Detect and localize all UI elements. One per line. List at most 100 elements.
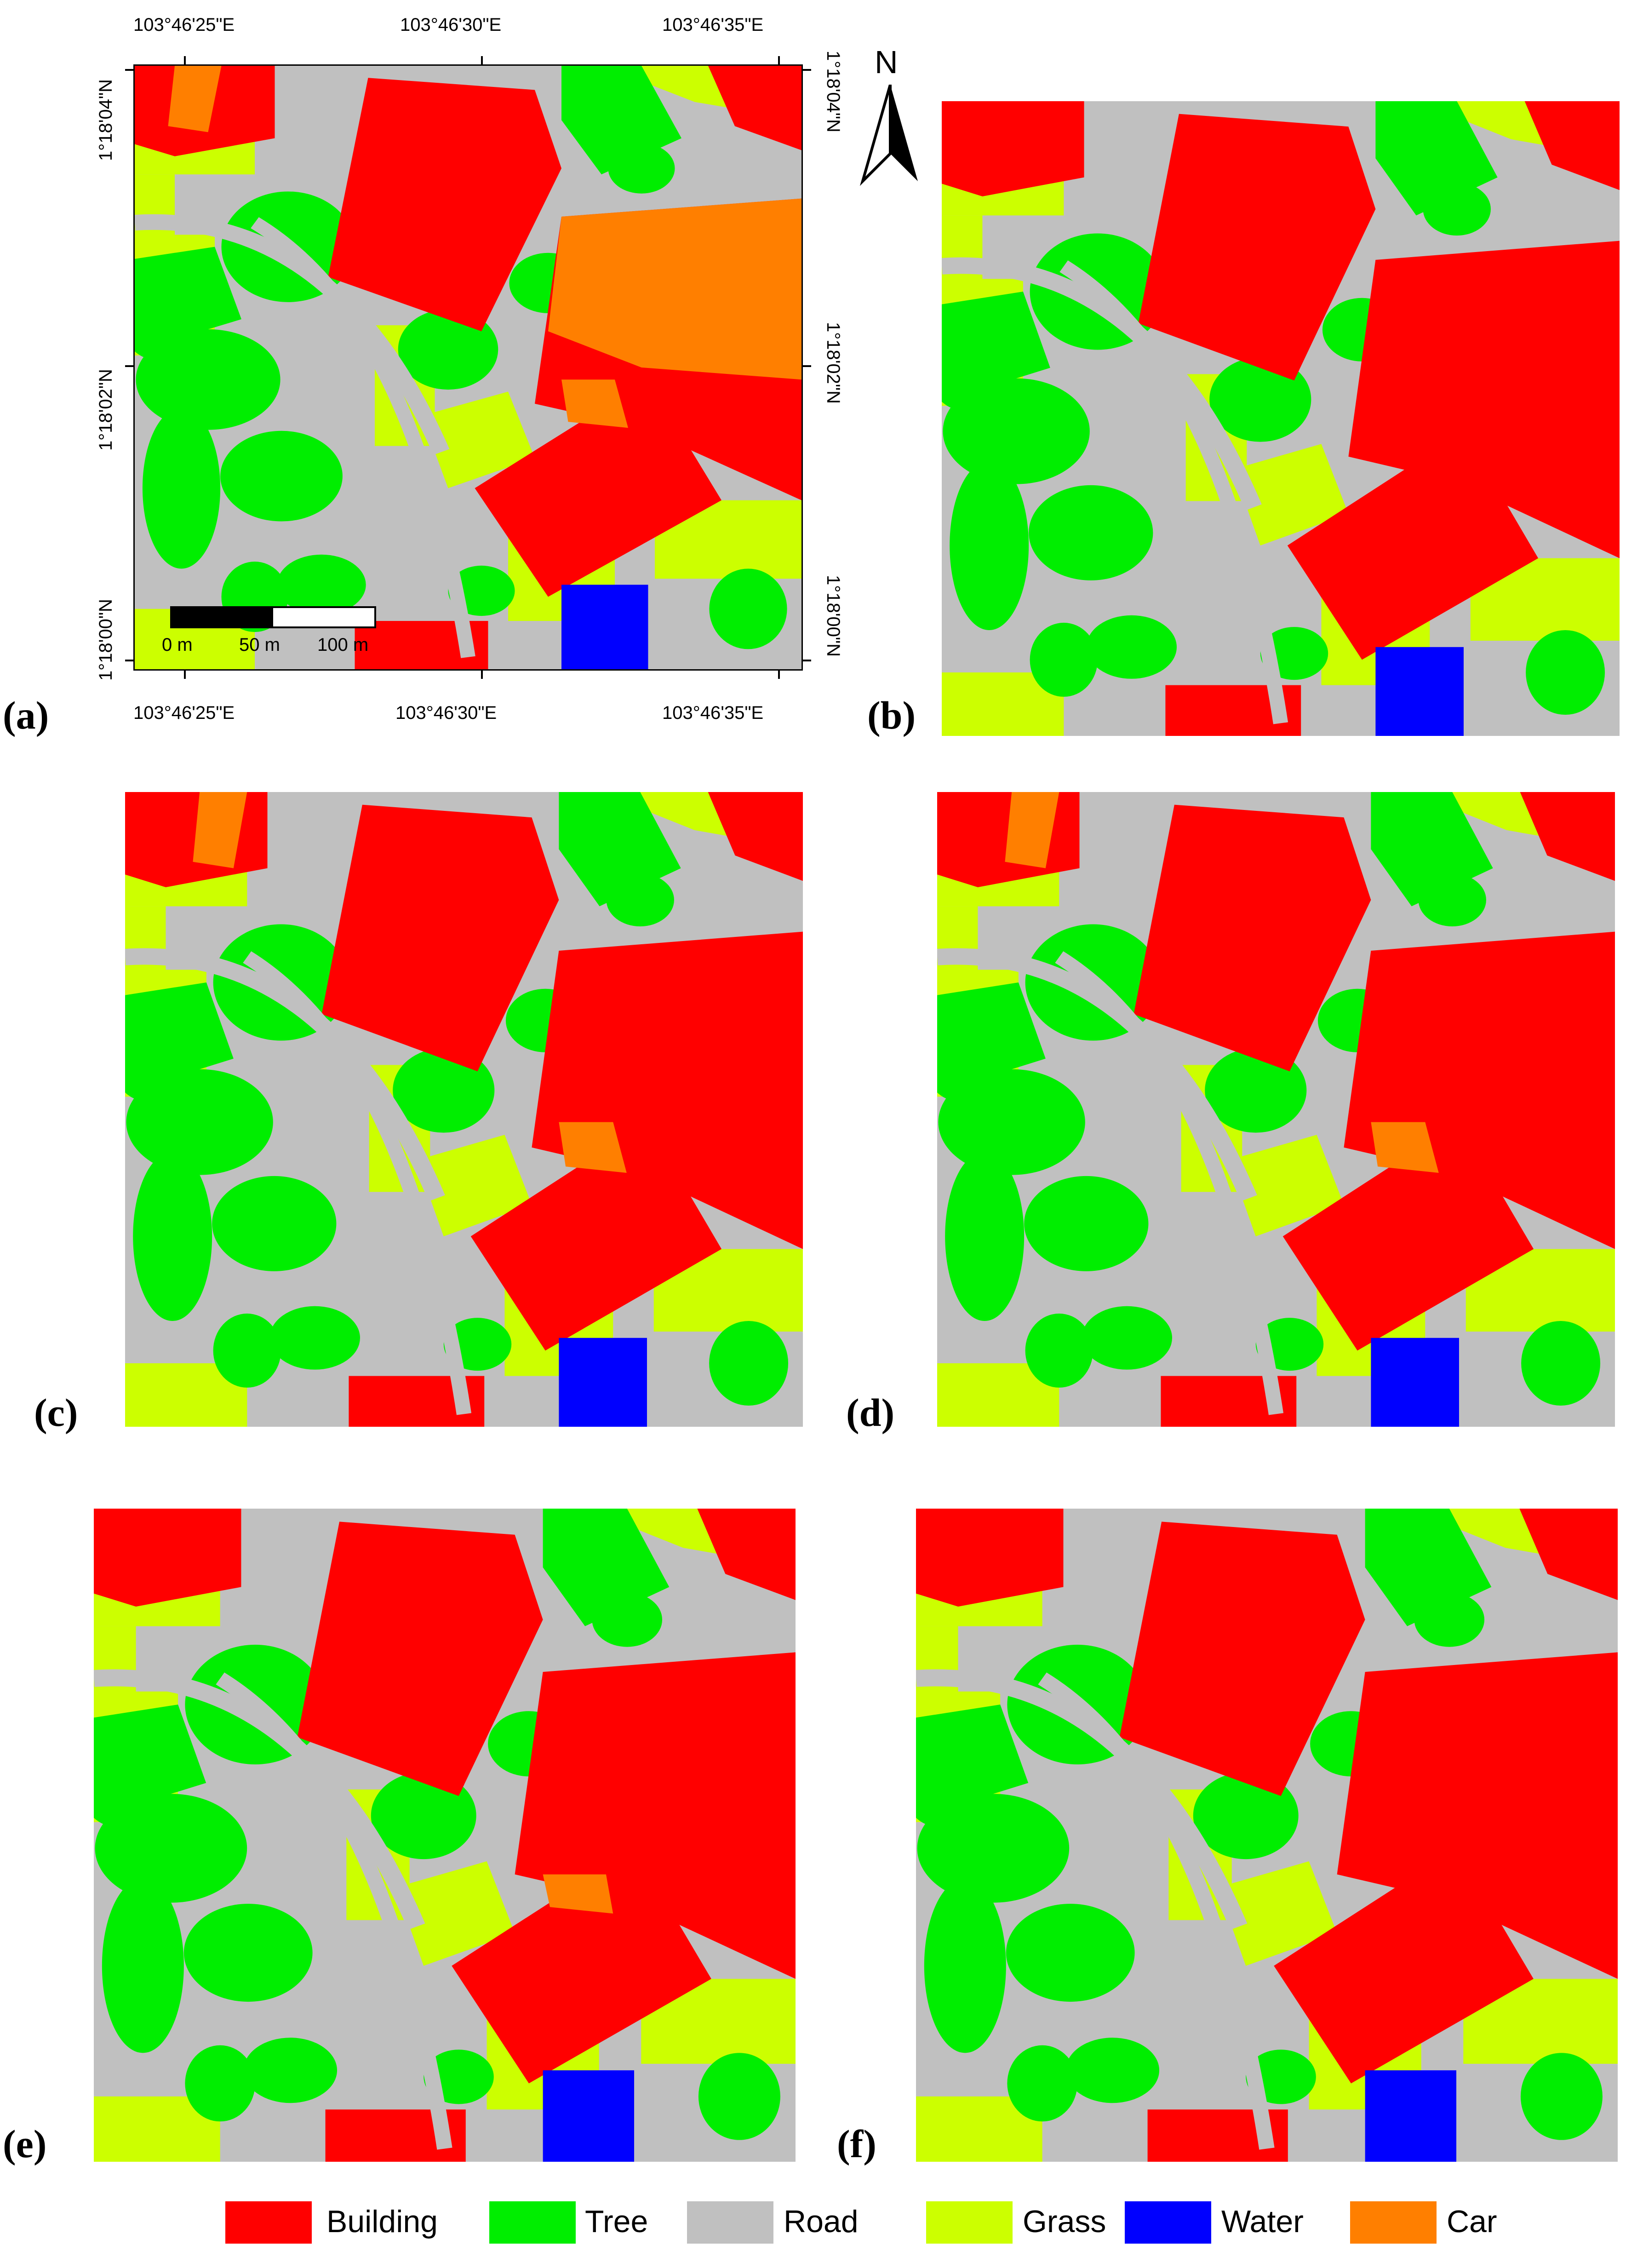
scale-label-50: 50 m [239, 635, 280, 655]
tick [125, 69, 133, 71]
tree-canopy [142, 408, 221, 569]
land-cover-map [94, 1509, 796, 2162]
land-cover-map [942, 101, 1620, 736]
north-arrow: N [858, 44, 922, 186]
building [328, 78, 561, 332]
tree-canopy [183, 1904, 313, 2002]
panel-label-e: (e) [3, 2122, 47, 2166]
car-area [548, 198, 801, 380]
building [708, 66, 801, 150]
building [452, 1848, 711, 2084]
right-lat-label-3: 1°18'00"N [823, 575, 843, 657]
tree-canopy [371, 1772, 476, 1860]
building [916, 1509, 1064, 1607]
building [708, 792, 803, 881]
building [1524, 101, 1620, 190]
tree-canopy [277, 554, 366, 615]
water-body [1365, 2070, 1457, 2162]
building [532, 931, 803, 1249]
building [1274, 1848, 1534, 2084]
map-panel-d [937, 792, 1615, 1427]
scale-label-100: 100 m [317, 635, 369, 655]
tree-canopy [94, 1705, 206, 1809]
right-lat-label-1: 1°18'04"N [823, 51, 843, 132]
map-panel-e [94, 1509, 796, 2162]
tree-canopy [1065, 2038, 1160, 2103]
tree-canopy [698, 2053, 780, 2140]
car-area [193, 792, 247, 868]
tree-canopy [213, 1313, 281, 1388]
grass-area [1228, 1135, 1344, 1236]
left-lat-label-3: 1°18'00"N [96, 599, 116, 681]
tick [481, 56, 483, 64]
panel-label-b: (b) [867, 693, 916, 737]
land-cover-map [937, 792, 1615, 1427]
tree-canopy [102, 1878, 184, 2053]
bottom-lon-label-3: 103°46'35"E [662, 703, 764, 723]
panel-label-f: (f) [837, 2122, 876, 2166]
map-panel-b [942, 101, 1620, 736]
building [1520, 792, 1615, 881]
tree-canopy [1375, 101, 1498, 216]
water-body [559, 1338, 647, 1427]
tree-canopy [709, 1321, 789, 1406]
road-segment [216, 1672, 452, 2150]
car-area [561, 379, 628, 428]
tree-canopy [125, 982, 234, 1084]
legend-label-grass: Grass [1023, 2204, 1106, 2239]
tree-canopy [924, 1878, 1006, 2053]
tree-canopy [1520, 2053, 1603, 2140]
map-panel-a [133, 64, 803, 671]
tree-canopy [561, 66, 681, 175]
north-label: N [875, 44, 898, 80]
top-lon-label-2: 103°46'30"E [400, 15, 502, 35]
legend-label-car: Car [1447, 2204, 1497, 2239]
tick [125, 660, 133, 661]
top-lon-label-1: 103°46'25"E [133, 15, 235, 35]
tree-canopy [559, 792, 681, 907]
tree-canopy [1025, 1313, 1093, 1388]
left-lat-label-2: 1°18'02"N [96, 369, 116, 451]
panel-label-c: (c) [34, 1390, 78, 1435]
top-lon-label-3: 103°46'35"E [662, 15, 764, 35]
panel-label-a: (a) [3, 693, 49, 737]
tree-canopy [1521, 1321, 1601, 1406]
tree-canopy [709, 568, 787, 649]
tree-canopy [1029, 485, 1153, 580]
tick [778, 56, 780, 64]
legend-label-tree: Tree [585, 2204, 648, 2239]
building [1344, 931, 1615, 1249]
tree-canopy [1007, 2045, 1077, 2122]
tree-canopy [393, 1048, 495, 1133]
car-area [1005, 792, 1059, 868]
legend-swatch-grass [926, 2201, 1013, 2244]
tree-canopy [1205, 1048, 1307, 1133]
left-lat-label-1: 1°18'04"N [96, 79, 116, 161]
tick [481, 671, 483, 679]
map-panel-c [125, 792, 803, 1427]
building [1519, 1509, 1618, 1600]
tree-canopy [1209, 357, 1311, 442]
tree-canopy [243, 2038, 338, 2103]
building [1282, 1122, 1534, 1351]
tree-canopy [943, 378, 1090, 484]
tree-canopy [135, 247, 241, 344]
water-body [1371, 1338, 1459, 1427]
legend-swatch-car [1350, 2201, 1437, 2244]
tick [803, 660, 811, 661]
tick [184, 56, 186, 64]
tree-canopy [917, 1794, 1070, 1903]
road-segment [251, 217, 475, 658]
grass-area [395, 1861, 515, 1966]
tick [803, 69, 811, 71]
tree-canopy [95, 1794, 247, 1903]
water-body [543, 2070, 635, 2162]
building [1133, 804, 1371, 1072]
car-area [168, 66, 222, 132]
grass-area [1218, 1861, 1337, 1966]
building [697, 1509, 796, 1600]
tree-canopy [212, 1176, 337, 1271]
water-body [1375, 647, 1464, 736]
building [475, 379, 721, 597]
car-area [543, 1874, 613, 1914]
